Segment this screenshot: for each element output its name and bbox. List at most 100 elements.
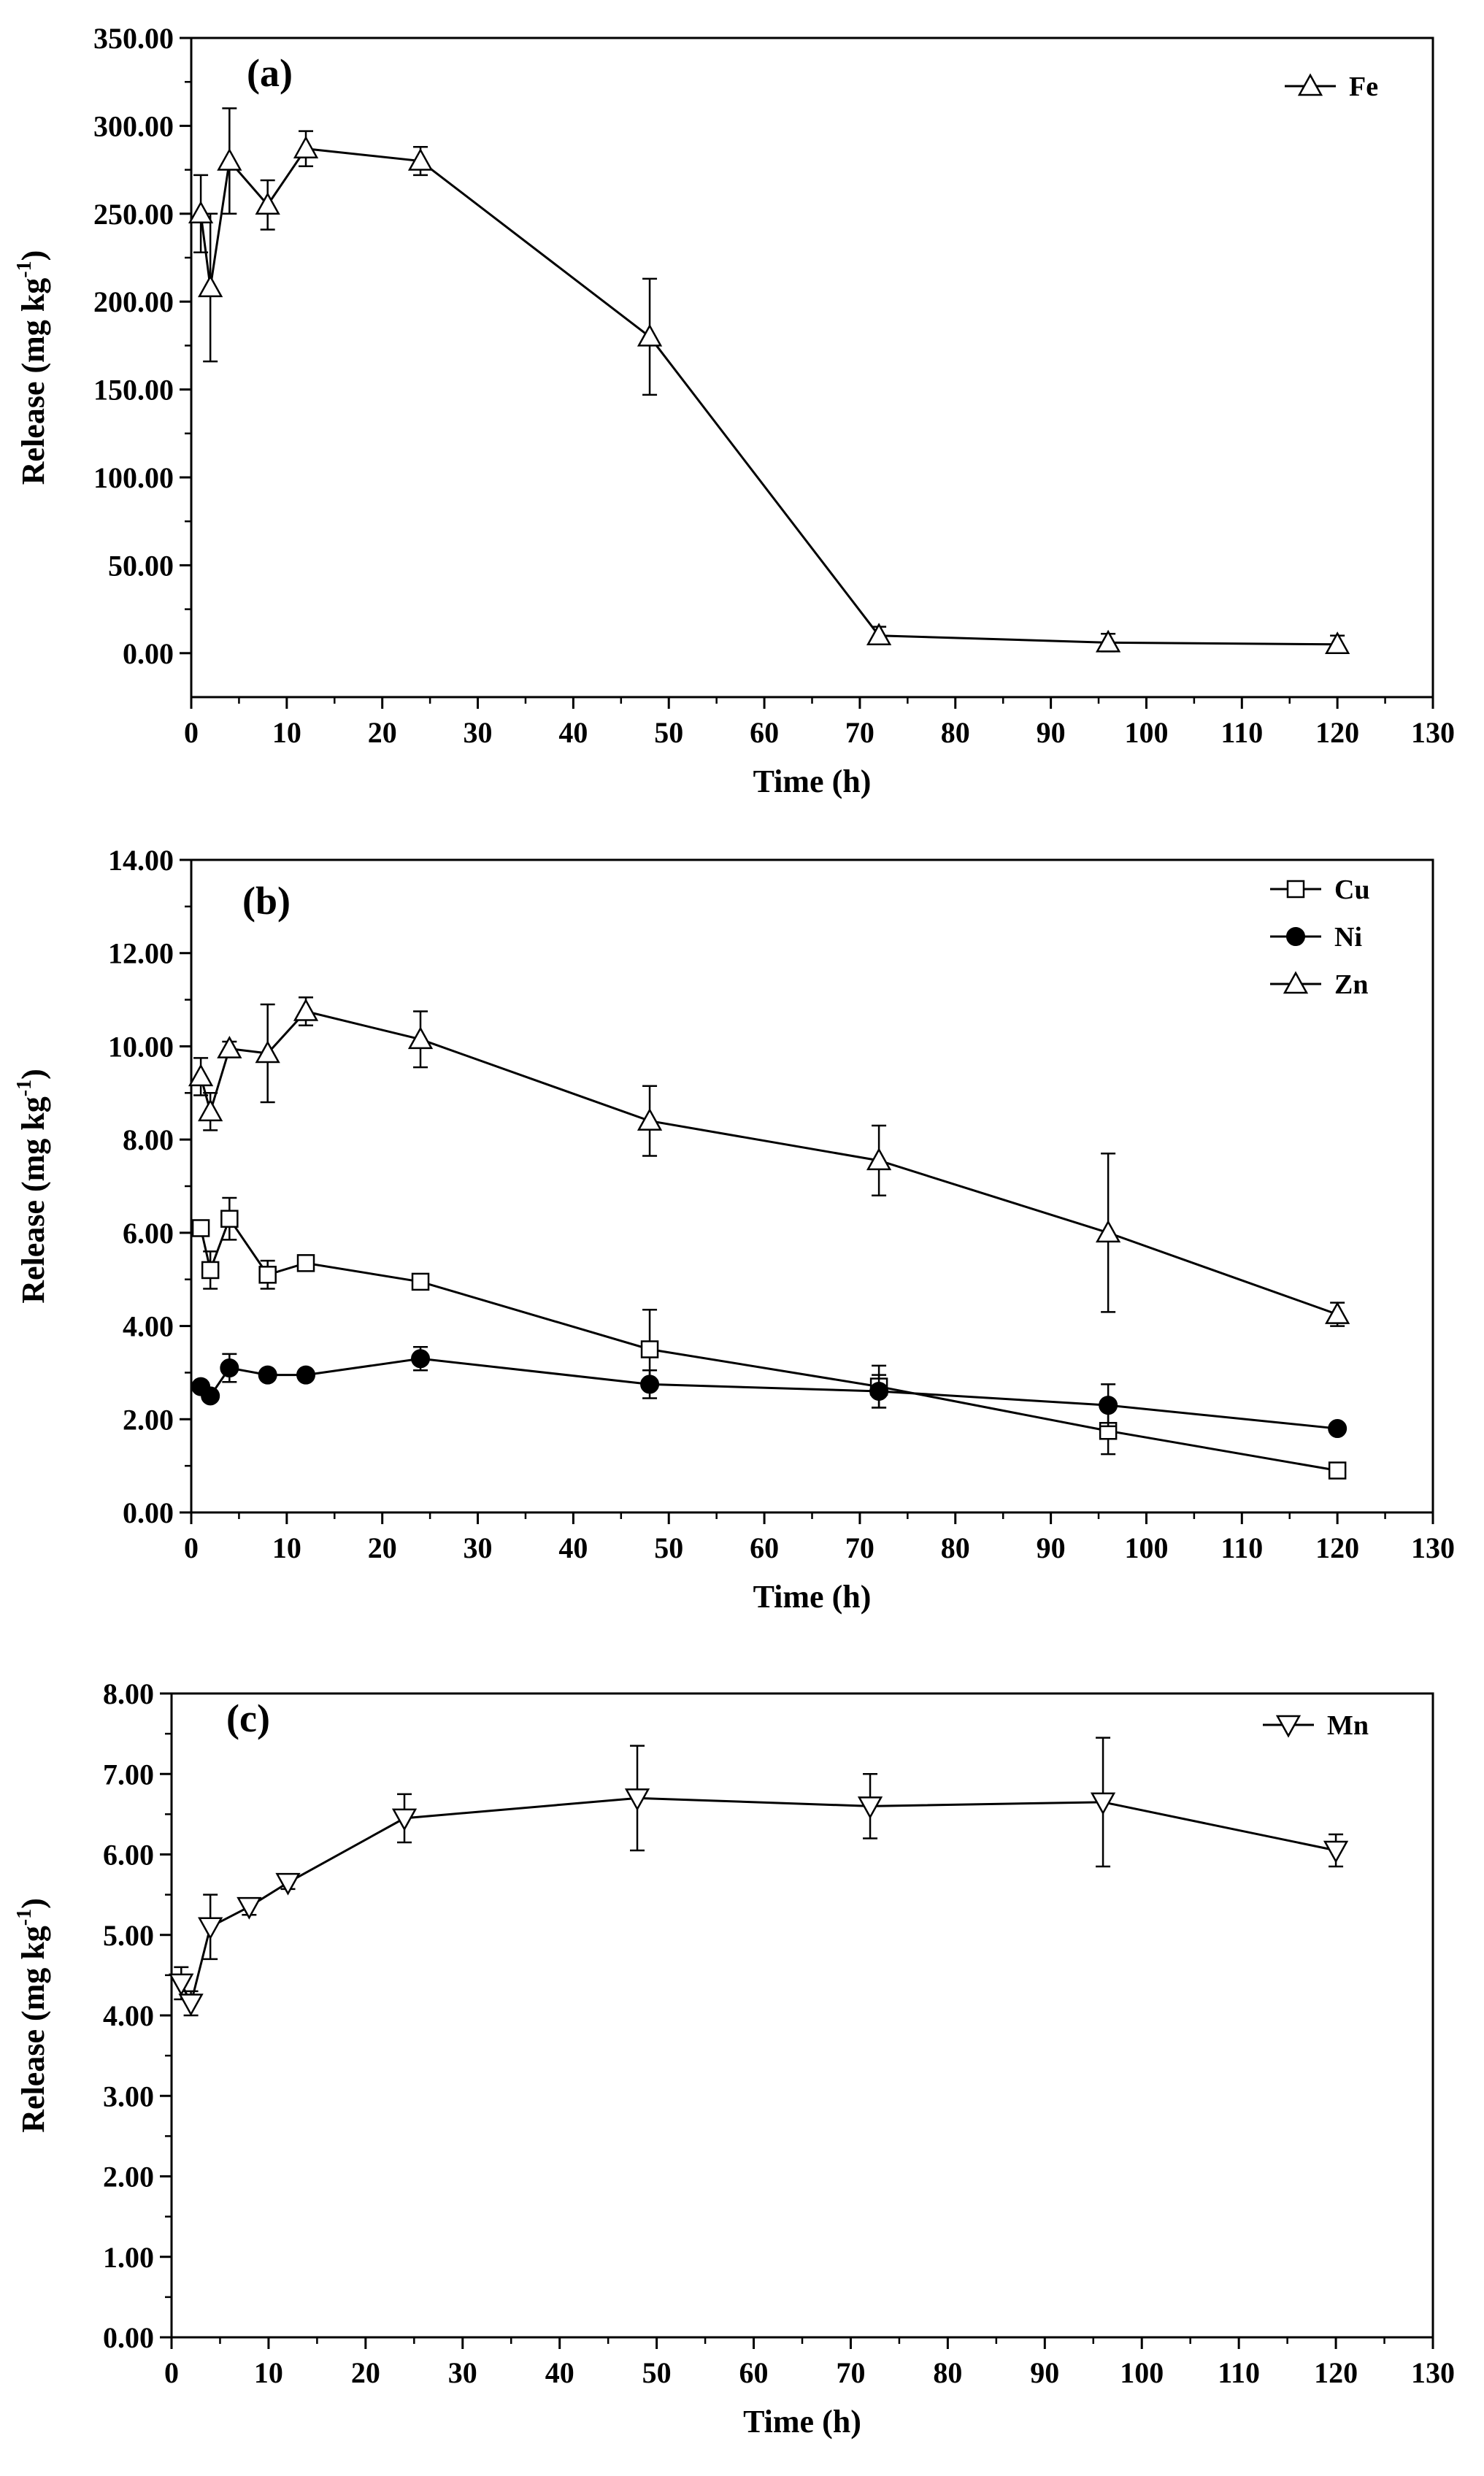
x-tick-label: 90 — [1030, 2356, 1059, 2389]
y-tick-label: 10.00 — [108, 1030, 174, 1063]
data-point — [411, 1349, 431, 1369]
series-line — [199, 1216, 1338, 1472]
y-axis-title: Release (mg kg-1) — [13, 250, 51, 485]
y-tick-label: 2.00 — [103, 2161, 154, 2194]
data-point — [198, 1917, 223, 1940]
y-tick-label: 350.00 — [93, 22, 174, 55]
series-Cu — [191, 1196, 1347, 1480]
x-tick-label: 50 — [654, 716, 683, 749]
x-tick-label: 120 — [1315, 1531, 1359, 1564]
panel-0: 0 10 20 30 40 50 60 70 80 90 100 110 120 130 0.00 50.00… — [13, 22, 1455, 799]
legend-marker — [1297, 73, 1323, 96]
x-tick-label: 110 — [1218, 2356, 1260, 2389]
legend-label: Cu — [1334, 874, 1370, 905]
data-point — [255, 1040, 280, 1064]
data-point — [169, 1973, 194, 1996]
x-tick-label: 0 — [184, 716, 199, 749]
x-tick-label: 110 — [1220, 716, 1263, 749]
x-tick-label: 30 — [464, 716, 493, 749]
y-tick-label: 5.00 — [103, 1919, 154, 1952]
y-tick-label: 250.00 — [93, 198, 174, 231]
y-tick-label: 6.00 — [103, 1839, 154, 1872]
panel-label: (b) — [242, 879, 291, 923]
series-line — [200, 1357, 1338, 1430]
plot-frame — [190, 858, 1434, 1514]
panel-2: 0 10 20 30 40 50 60 70 80 90 100 110 120 130 0.00 1.00 2… — [13, 1677, 1455, 2440]
data-point — [1095, 629, 1121, 653]
data-point — [178, 1994, 204, 2017]
y-tick-label: 12.00 — [108, 937, 174, 970]
y-tick-label: 4.00 — [123, 1310, 174, 1343]
data-point — [293, 136, 319, 158]
x-tick-label: 0 — [184, 1531, 199, 1564]
y-tick-label: 4.00 — [103, 1999, 154, 2032]
legend-label: Zn — [1334, 969, 1368, 1000]
x-tick-label: 80 — [933, 2356, 962, 2389]
x-tick-label: 110 — [1220, 1531, 1263, 1564]
data-point — [220, 1210, 239, 1228]
data-point — [296, 1365, 316, 1385]
x-tick-label: 20 — [351, 2356, 380, 2389]
data-point — [407, 147, 434, 171]
data-point — [201, 1386, 220, 1406]
data-point — [296, 1254, 315, 1272]
data-point — [640, 1340, 659, 1358]
x-tick-label: 80 — [941, 1531, 970, 1564]
x-tick-label: 60 — [750, 716, 779, 749]
legend-marker — [1275, 1715, 1302, 1738]
plot-frame — [190, 36, 1434, 699]
y-tick-label: 0.00 — [103, 2321, 154, 2354]
x-tick-label: 60 — [750, 1531, 779, 1564]
x-tick-label: 10 — [272, 716, 301, 749]
data-point — [198, 274, 223, 298]
series-line — [199, 147, 1338, 646]
x-tick-label: 20 — [368, 1531, 397, 1564]
data-point — [1325, 1302, 1350, 1324]
legend-label: Fe — [1349, 72, 1378, 102]
x-tick-label: 40 — [558, 716, 588, 749]
data-point — [1325, 631, 1350, 655]
x-tick-label: 130 — [1411, 2356, 1455, 2389]
data-point — [637, 1108, 663, 1131]
data-point — [188, 201, 214, 224]
x-tick-label: 30 — [448, 2356, 477, 2389]
x-axis-title: Time (h) — [753, 1579, 872, 1615]
y-tick-label: 3.00 — [103, 2080, 154, 2112]
panel-label: (c) — [226, 1696, 270, 1740]
data-point — [1328, 1461, 1347, 1480]
data-point — [217, 1036, 242, 1058]
x-tick-label: 70 — [845, 1531, 874, 1564]
data-point — [411, 1272, 430, 1291]
data-point — [637, 323, 663, 347]
y-tick-label: 8.00 — [103, 1677, 154, 1710]
x-tick-label: 80 — [941, 716, 970, 749]
x-tick-label: 130 — [1411, 716, 1455, 749]
x-tick-label: 10 — [254, 2356, 283, 2389]
data-point — [391, 1808, 418, 1831]
x-tick-label: 50 — [654, 1531, 683, 1564]
series-Ni — [191, 1346, 1347, 1439]
data-point — [217, 147, 242, 171]
y-axis-title: Release (mg kg-1) — [13, 1069, 51, 1303]
data-point — [857, 1796, 883, 1819]
y-tick-label: 2.00 — [123, 1403, 174, 1436]
x-tick-label: 10 — [272, 1531, 301, 1564]
y-tick-label: 50.00 — [108, 549, 174, 582]
x-tick-label: 0 — [164, 2356, 179, 2389]
y-tick-label: 200.00 — [93, 285, 174, 318]
data-point — [1090, 1792, 1116, 1815]
x-tick-label: 40 — [558, 1531, 588, 1564]
legend-marker — [1286, 880, 1305, 899]
y-tick-label: 8.00 — [123, 1123, 174, 1156]
x-tick-label: 120 — [1314, 2356, 1358, 2389]
x-tick-label: 120 — [1315, 716, 1359, 749]
x-tick-label: 100 — [1120, 2356, 1164, 2389]
data-point — [869, 1381, 889, 1401]
legend-marker — [1283, 971, 1309, 994]
data-point — [293, 998, 319, 1021]
y-tick-label: 100.00 — [93, 461, 174, 494]
x-axis-title: Time (h) — [753, 764, 872, 799]
x-tick-label: 90 — [1037, 716, 1066, 749]
x-axis-title: Time (h) — [743, 2404, 861, 2440]
